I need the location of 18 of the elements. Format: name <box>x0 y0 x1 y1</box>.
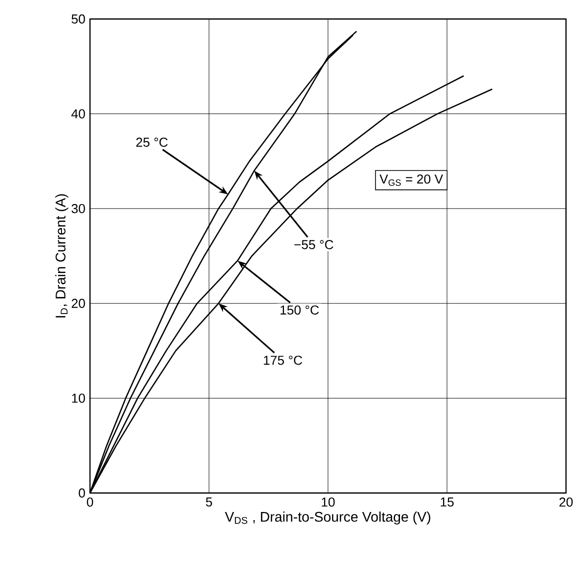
y-tick-label: 30 <box>72 204 85 214</box>
x-tick-label: 15 <box>440 498 454 507</box>
x-tick-label: 10 <box>322 498 335 507</box>
annotation: −55 °C <box>294 240 334 250</box>
y-tick-label: 50 <box>72 14 85 24</box>
y-tick-label: 0 <box>78 488 85 498</box>
x-tick-label: 0 <box>86 498 94 507</box>
annotation: 150 °C <box>280 305 319 315</box>
x-axis-title: V$_{DS}$ , Drain-to-Source Voltage (V) <box>224 512 430 525</box>
annotation: 25 °C <box>136 138 168 147</box>
annotation: 175 °C <box>264 356 302 365</box>
annotation: V$_{GS}$ = 20 V <box>380 174 444 186</box>
x-tick-label: 5 <box>206 498 212 507</box>
y-tick-label: 10 <box>72 394 85 403</box>
y-axis-title: I$_{D}$, Drain Current (A) <box>55 194 68 318</box>
y-tick-label: 40 <box>71 109 85 118</box>
y-tick-label: 20 <box>72 298 85 308</box>
x-tick-label: 20 <box>559 498 573 507</box>
